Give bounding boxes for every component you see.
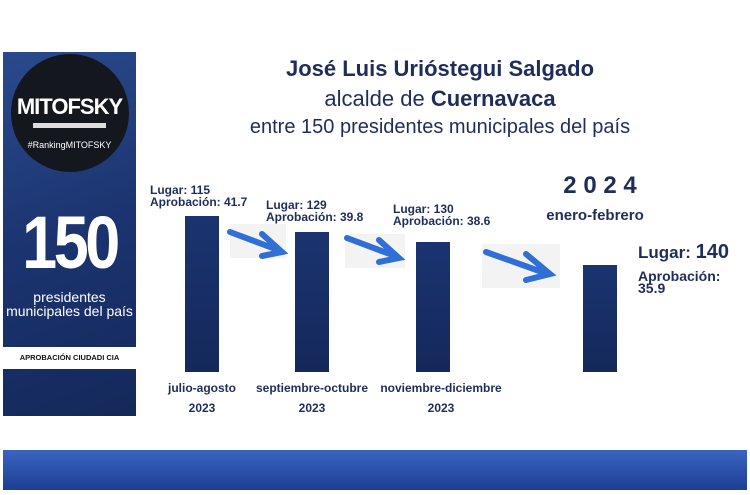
mitofsky-logo: MITOFSKY xyxy=(16,94,123,119)
category-label-1: julio-agosto 2023 xyxy=(132,378,272,418)
aprobacion-label: Aprobación: 35.9 xyxy=(638,268,729,296)
count-150: 150 xyxy=(22,201,120,284)
category-year: 2023 xyxy=(298,401,326,415)
subtitle: entre 150 presidentes municipales del pa… xyxy=(249,116,631,138)
aprobacion-label: Aprobación: 38.6 xyxy=(393,214,491,228)
bar-label-3: Lugar: 130 Aprobación: 38.6 xyxy=(393,203,490,227)
arrow-icon-1 xyxy=(227,224,289,259)
bar-2 xyxy=(295,232,329,372)
lugar-label: Lugar: 140 xyxy=(638,241,729,264)
logo-underline xyxy=(33,123,106,128)
bar-4 xyxy=(583,265,617,372)
hashtag: #RankingMITOFSKY xyxy=(27,140,112,150)
bar-1 xyxy=(185,215,219,372)
lugar-label: Lugar: 115 xyxy=(150,183,211,197)
arrow-icon-3 xyxy=(482,244,560,288)
lugar-prefix: Lugar: xyxy=(638,243,696,262)
city: Cuernavaca xyxy=(430,86,556,111)
mitofsky-banner: MITOFSKY #RankingMITOFSKY 150 presidente… xyxy=(3,52,136,416)
aprobacion-label: Aprobación: 41.7 xyxy=(150,195,248,209)
year-2024: 2 0 2 4 xyxy=(563,172,637,199)
bar-label-2: Lugar: 129 Aprobación: 39.8 xyxy=(266,199,363,223)
logo-circle xyxy=(11,54,129,172)
category-period: septiembre-octubre xyxy=(255,381,369,395)
mayor-role: alcalde de Cuernavaca xyxy=(200,86,680,112)
aprobacion-label: Aprobación: 39.8 xyxy=(266,210,364,224)
footer-band xyxy=(3,450,747,490)
category-label-2: septiembre-octubre 2023 xyxy=(242,378,382,418)
lugar-label: Lugar: 130 xyxy=(393,202,454,216)
aprobacion-value: 35.9 xyxy=(638,280,666,296)
period-label: enero-febrero xyxy=(546,207,644,224)
role-prefix: alcalde de xyxy=(324,86,431,111)
lugar-number: 140 xyxy=(695,241,729,263)
bar-label-4: Lugar: 140 Aprobación: 35.9 xyxy=(638,241,729,296)
lugar-label: Lugar: 129 xyxy=(266,198,327,212)
category-period: julio-agosto xyxy=(168,381,236,395)
category-label-3: noviembre-diciembre 2023 xyxy=(371,378,511,418)
approval-label: APROBACIÓN CIUDADI CIA xyxy=(3,347,136,369)
category-year: 2023 xyxy=(427,401,455,415)
bar-3 xyxy=(416,242,450,372)
count-caption: presidentes municipales del país xyxy=(6,289,133,319)
arrow-icon-2 xyxy=(344,234,406,268)
category-year: 2023 xyxy=(188,401,216,415)
bar-label-1: Lugar: 115 Aprobación: 41.7 xyxy=(150,184,247,208)
category-period: noviembre-diciembre xyxy=(380,381,502,395)
mayor-name: José Luis Urióstegui Salgado xyxy=(285,56,595,81)
aprobacion-text: Aprobación: xyxy=(638,268,721,284)
